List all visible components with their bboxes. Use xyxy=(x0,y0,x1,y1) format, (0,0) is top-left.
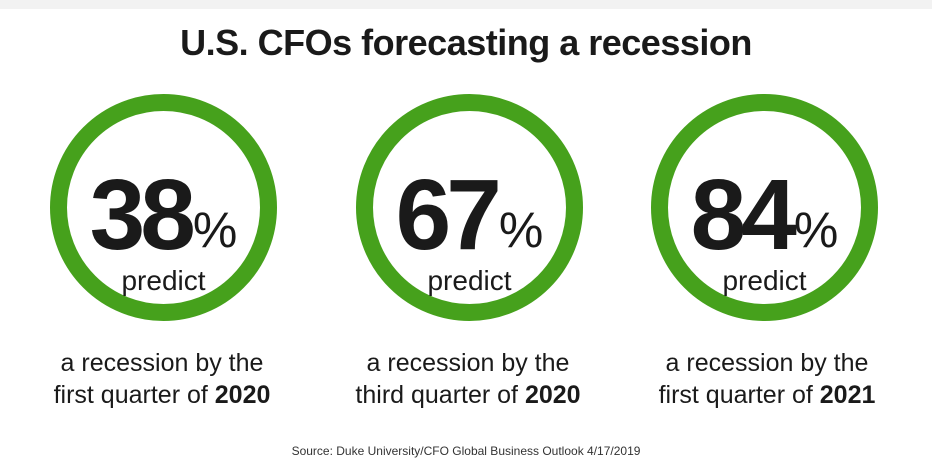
caption-line2-2: third quarter of 2020 xyxy=(318,379,618,411)
caption-year-1: 2020 xyxy=(214,381,271,409)
stat-ring-2: 67% predict xyxy=(356,94,583,321)
percent-number-2: 67 xyxy=(395,159,502,271)
caption-year-2: 2020 xyxy=(524,381,581,409)
caption-year-3: 2021 xyxy=(819,381,876,409)
caption-prefix-2: third quarter of xyxy=(355,381,525,409)
stat-ring-1: 38% predict xyxy=(50,94,277,321)
top-strip xyxy=(0,0,932,9)
caption-prefix-3: first quarter of xyxy=(658,381,820,409)
percent-sign-2: % xyxy=(498,202,544,258)
caption-line1-3: a recession by the xyxy=(665,349,869,377)
predict-label-3: predict xyxy=(722,265,807,296)
caption-line2-3: first quarter of 2021 xyxy=(617,379,917,411)
caption-prefix-1: first quarter of xyxy=(53,381,215,409)
percent-number-1: 38 xyxy=(89,159,196,271)
stat-caption-3: a recession by the first quarter of 2021 xyxy=(617,347,917,411)
source-note: Source: Duke University/CFO Global Busin… xyxy=(291,444,641,458)
stat-ring-3: 84% predict xyxy=(651,94,878,321)
percent-value-2: 67% xyxy=(373,165,566,265)
stat-caption-2: a recession by the third quarter of 2020 xyxy=(318,347,618,411)
percent-sign-3: % xyxy=(793,202,839,258)
caption-line2-1: first quarter of 2020 xyxy=(12,379,312,411)
predict-label-1: predict xyxy=(121,265,206,296)
stat-caption-1: a recession by the first quarter of 2020 xyxy=(12,347,312,411)
caption-line1-1: a recession by the xyxy=(60,349,264,377)
caption-line1-2: a recession by the xyxy=(366,349,570,377)
percent-sign-1: % xyxy=(192,202,238,258)
page-title: U.S. CFOs forecasting a recession xyxy=(180,22,752,63)
predict-label-2: predict xyxy=(427,265,512,296)
percent-value-1: 38% xyxy=(67,165,260,265)
percent-value-3: 84% xyxy=(668,165,861,265)
percent-number-3: 84 xyxy=(690,159,797,271)
